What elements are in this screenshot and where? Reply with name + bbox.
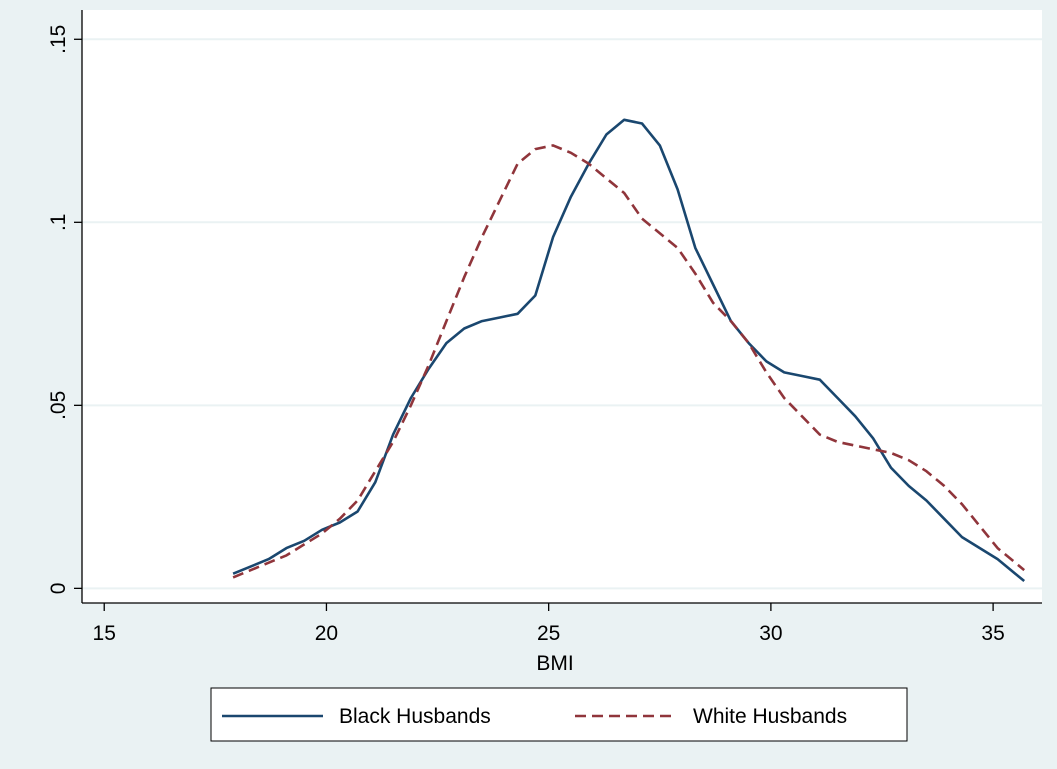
y-tick-label: .1	[47, 214, 70, 232]
y-tick-label: 0	[47, 583, 70, 595]
x-tick-label: 15	[93, 622, 116, 645]
y-tick-label: .05	[47, 391, 70, 420]
gridlines	[82, 38, 1042, 590]
legend-box	[210, 687, 908, 742]
x-axis-title: BMI	[536, 652, 573, 675]
legend: Black Husbands White Husbands	[210, 687, 908, 742]
x-axis: 15 20 25 30 35	[82, 602, 1042, 645]
y-tick-label: .15	[47, 25, 70, 54]
legend-items: Black Husbands White Husbands	[222, 705, 847, 728]
series-line-black-husbands	[232, 118, 1026, 583]
plot-area	[82, 10, 1042, 603]
x-tick-label: 25	[537, 622, 560, 645]
series-line-white-husbands	[232, 144, 1026, 579]
x-tick-label: 35	[981, 622, 1004, 645]
series-layer	[232, 118, 1026, 583]
legend-label: White Husbands	[693, 705, 847, 728]
y-axis: 0 .05 .1 .15	[47, 10, 83, 603]
x-tick-label: 20	[315, 622, 338, 645]
x-tick-label: 30	[759, 622, 782, 645]
legend-label: Black Husbands	[339, 705, 491, 728]
